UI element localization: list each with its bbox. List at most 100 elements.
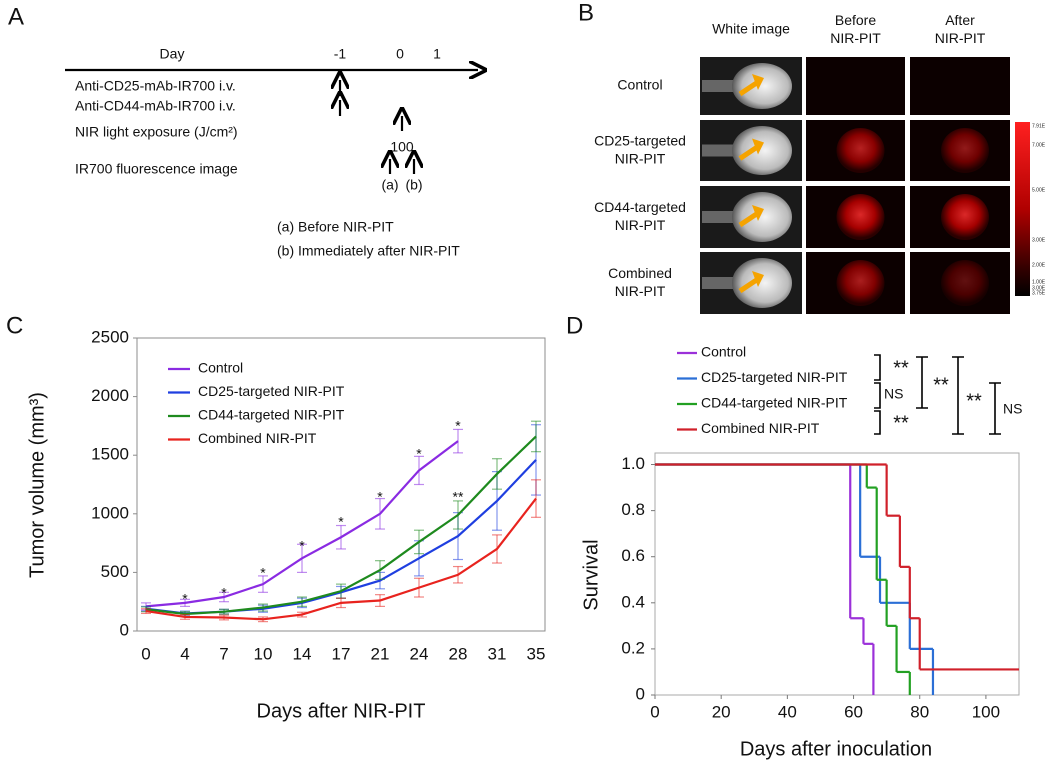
row-label: IR700 fluorescence image (75, 161, 238, 177)
legend-label: CD25-targeted NIR-PIT (198, 383, 345, 399)
panel-label: A (8, 3, 24, 30)
legend-label: Combined NIR-PIT (701, 420, 820, 436)
panel-a: A Day -1 0 1 Anti-CD25-mAb-IR700 i.v. An… (8, 3, 478, 259)
sig-label: ** (933, 374, 949, 396)
tumor-arrow-head (752, 74, 764, 90)
legend-label: CD44-targeted NIR-PIT (701, 395, 848, 411)
colorbar-label: 7.91E (1032, 123, 1046, 129)
sig-label: NS (884, 386, 903, 402)
fluorescence-image (806, 57, 905, 115)
bracket (874, 410, 881, 435)
y-tick-label: 0.2 (621, 638, 645, 657)
x-tick-label: 10 (254, 644, 273, 663)
y-tick-label: 2000 (91, 386, 129, 405)
tumor-arrow (738, 144, 760, 161)
survival-curve (655, 463, 1019, 671)
day-label: Day (160, 46, 185, 62)
fluorescence-image (910, 57, 1010, 115)
mouse-tail (702, 277, 737, 289)
tumor-arrow (738, 276, 760, 294)
x-tick-label: 28 (449, 644, 468, 663)
x-tick-label: 35 (527, 644, 546, 663)
y-tick-label: 500 (101, 562, 129, 581)
plot-frame (654, 452, 1020, 696)
marker: (b) (405, 177, 422, 193)
annotation: * (455, 418, 461, 434)
x-tick-label: 21 (371, 644, 390, 663)
colorbar-label: 3.00E (1032, 237, 1046, 243)
mouse-body (732, 192, 792, 242)
annotation: * (377, 489, 383, 505)
tumor-arrow-head (752, 271, 764, 287)
x-tick-label: 24 (410, 644, 429, 663)
y-tick-label: 2500 (91, 327, 129, 346)
colorbar-label: 1.00E (1032, 279, 1046, 285)
fluorescence-signal (836, 260, 885, 306)
y-tick-label: 1.0 (621, 454, 645, 473)
mouse-tail (702, 144, 737, 157)
x-tick-label: 100 (972, 702, 1000, 721)
tumor-arrow-head (752, 205, 764, 221)
colorbar-label: 2.00E (1032, 262, 1046, 268)
panel-label: D (566, 312, 583, 339)
row-label: Anti-CD44-mAb-IR700 i.v. (75, 98, 236, 114)
day: -1 (334, 46, 347, 62)
colorbar-label: 3.75E (1032, 290, 1046, 296)
x-tick-label: 4 (180, 644, 189, 663)
tumor-arrow (738, 79, 760, 97)
x-tick-label: 0 (650, 702, 659, 721)
sig-label: ** (893, 357, 909, 379)
column-header: White image (712, 21, 790, 37)
fluorescence-signal (941, 260, 989, 306)
marker: (a) (381, 177, 398, 193)
legend-label: Control (198, 360, 243, 376)
annotation: * (182, 591, 188, 607)
y-tick-label: 0.6 (621, 546, 645, 565)
legend-label: CD44-targeted NIR-PIT (198, 407, 345, 423)
fluorescence-signal (836, 128, 885, 173)
annotation: * (221, 585, 227, 601)
bracket (952, 356, 964, 435)
mouse-body (732, 258, 792, 308)
y-tick-label: 0 (636, 684, 645, 703)
day: 1 (433, 46, 441, 62)
y-tick-label: 1000 (91, 503, 129, 522)
bracket (874, 382, 881, 409)
x-axis-label: Days after inoculation (740, 738, 932, 760)
colorbar-label: 7.00E (1032, 142, 1046, 148)
x-tick-label: 31 (488, 644, 507, 663)
colorbar-label: 3.00E (1032, 285, 1046, 291)
x-tick-label: 14 (293, 644, 312, 663)
column-header: Before NIR-PIT (830, 12, 881, 46)
mouse-body (732, 126, 792, 175)
row-header: Combined NIR-PIT (608, 265, 672, 299)
bracket (916, 356, 928, 409)
series-line (145, 497, 537, 621)
fluorescence-signal (941, 194, 989, 240)
note: (a) Before NIR-PIT (277, 219, 394, 235)
colorbar-label: 5.00E (1032, 187, 1046, 193)
survival-curve (655, 463, 935, 695)
row-header: CD44-targeted NIR-PIT (594, 199, 686, 233)
sig-label: ** (966, 390, 982, 412)
survival-curve (655, 463, 911, 695)
annotation: ** (453, 489, 464, 505)
colorbar (1015, 122, 1030, 296)
y-axis-label: Survival (580, 539, 602, 610)
x-tick-label: 60 (844, 702, 863, 721)
dose: 100 (390, 139, 414, 155)
legend-label: Control (701, 344, 746, 360)
row-header: Control (617, 77, 662, 93)
x-tick-label: 7 (219, 644, 228, 663)
panel-b: B White image Before NIR-PIT After NIR-PIT Co… (578, 0, 1046, 314)
tumor-arrow-head (752, 138, 764, 155)
mouse-tail (702, 211, 737, 223)
note: (b) Immediately after NIR-PIT (277, 243, 460, 259)
annotation: * (260, 565, 266, 581)
y-tick-label: 0.8 (621, 500, 645, 519)
fluorescence-signal (941, 128, 989, 173)
panel-label: C (6, 312, 23, 339)
y-tick-label: 1500 (91, 445, 129, 464)
survival-curve (655, 463, 875, 695)
y-axis-label: Tumor volume (mm³) (26, 392, 48, 578)
